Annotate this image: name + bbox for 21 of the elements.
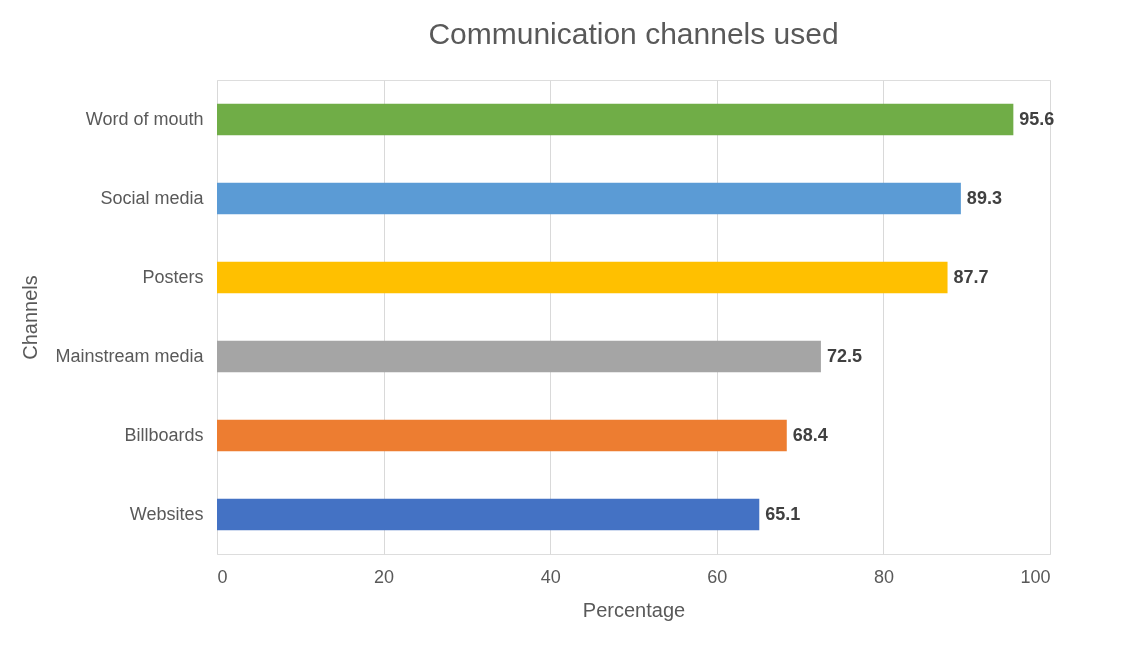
y-tick-label: Posters [142,266,204,287]
chart-title: Communication channels used [428,17,839,50]
x-axis-title: Percentage [582,598,686,621]
y-axis-title: Channels [19,275,42,360]
x-tick-label: 0 [217,566,228,587]
x-tick-label: 20 [374,566,395,587]
data-label: 68.4 [792,424,828,445]
y-tick-label: Billboards [124,424,204,445]
x-tick-label: 60 [707,566,728,587]
x-tick-label: 80 [873,566,894,587]
y-tick-label: Social media [100,187,205,208]
x-tick-label: 100 [1020,566,1051,587]
y-tick-label: Mainstream media [55,345,205,366]
data-label: 95.6 [1019,108,1055,129]
data-label: 65.1 [765,503,801,524]
data-label: 89.3 [966,187,1002,208]
x-tick-label: 40 [540,566,561,587]
data-label: 72.5 [826,345,862,366]
data-label: 87.7 [953,266,989,287]
y-tick-label: Websites [129,503,204,524]
y-tick-label: Word of mouth [85,108,204,129]
